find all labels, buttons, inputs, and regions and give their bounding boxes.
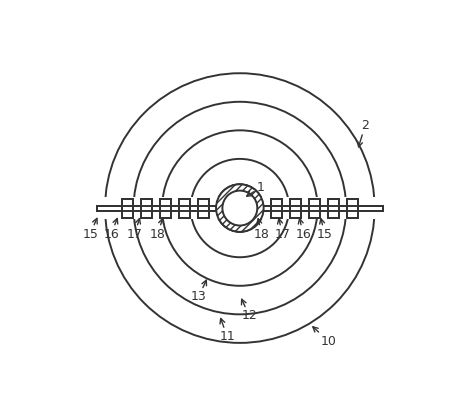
- Text: 17: 17: [274, 219, 290, 241]
- Bar: [198, 199, 209, 218]
- Bar: [347, 199, 358, 218]
- Bar: [290, 199, 301, 218]
- Text: 15: 15: [82, 218, 98, 241]
- Bar: [122, 199, 132, 218]
- Bar: [122, 199, 132, 218]
- Bar: [309, 199, 320, 218]
- Text: 18: 18: [254, 219, 270, 241]
- Wedge shape: [216, 184, 263, 232]
- Bar: [328, 199, 339, 218]
- Text: 16: 16: [103, 218, 119, 241]
- Circle shape: [216, 184, 263, 232]
- Text: 2: 2: [358, 119, 369, 147]
- Wedge shape: [216, 184, 263, 232]
- Bar: [179, 199, 190, 218]
- Bar: [309, 199, 320, 218]
- Text: 17: 17: [126, 218, 142, 241]
- Bar: [179, 199, 190, 218]
- Text: 1: 1: [247, 181, 264, 196]
- Bar: [347, 199, 358, 218]
- Bar: [271, 199, 282, 218]
- Text: 11: 11: [219, 318, 235, 343]
- Bar: [160, 199, 171, 218]
- Text: 15: 15: [317, 219, 333, 241]
- Bar: [328, 199, 339, 218]
- Bar: [271, 199, 282, 218]
- Bar: [198, 199, 209, 218]
- Bar: [141, 199, 152, 218]
- Bar: [97, 197, 383, 219]
- Bar: [141, 199, 152, 218]
- Text: 10: 10: [313, 327, 336, 348]
- Bar: [160, 199, 171, 218]
- Circle shape: [216, 184, 263, 232]
- Bar: [290, 199, 301, 218]
- Text: 12: 12: [241, 299, 257, 323]
- Text: 18: 18: [150, 218, 166, 241]
- Text: 16: 16: [295, 219, 311, 241]
- Text: 13: 13: [191, 280, 206, 303]
